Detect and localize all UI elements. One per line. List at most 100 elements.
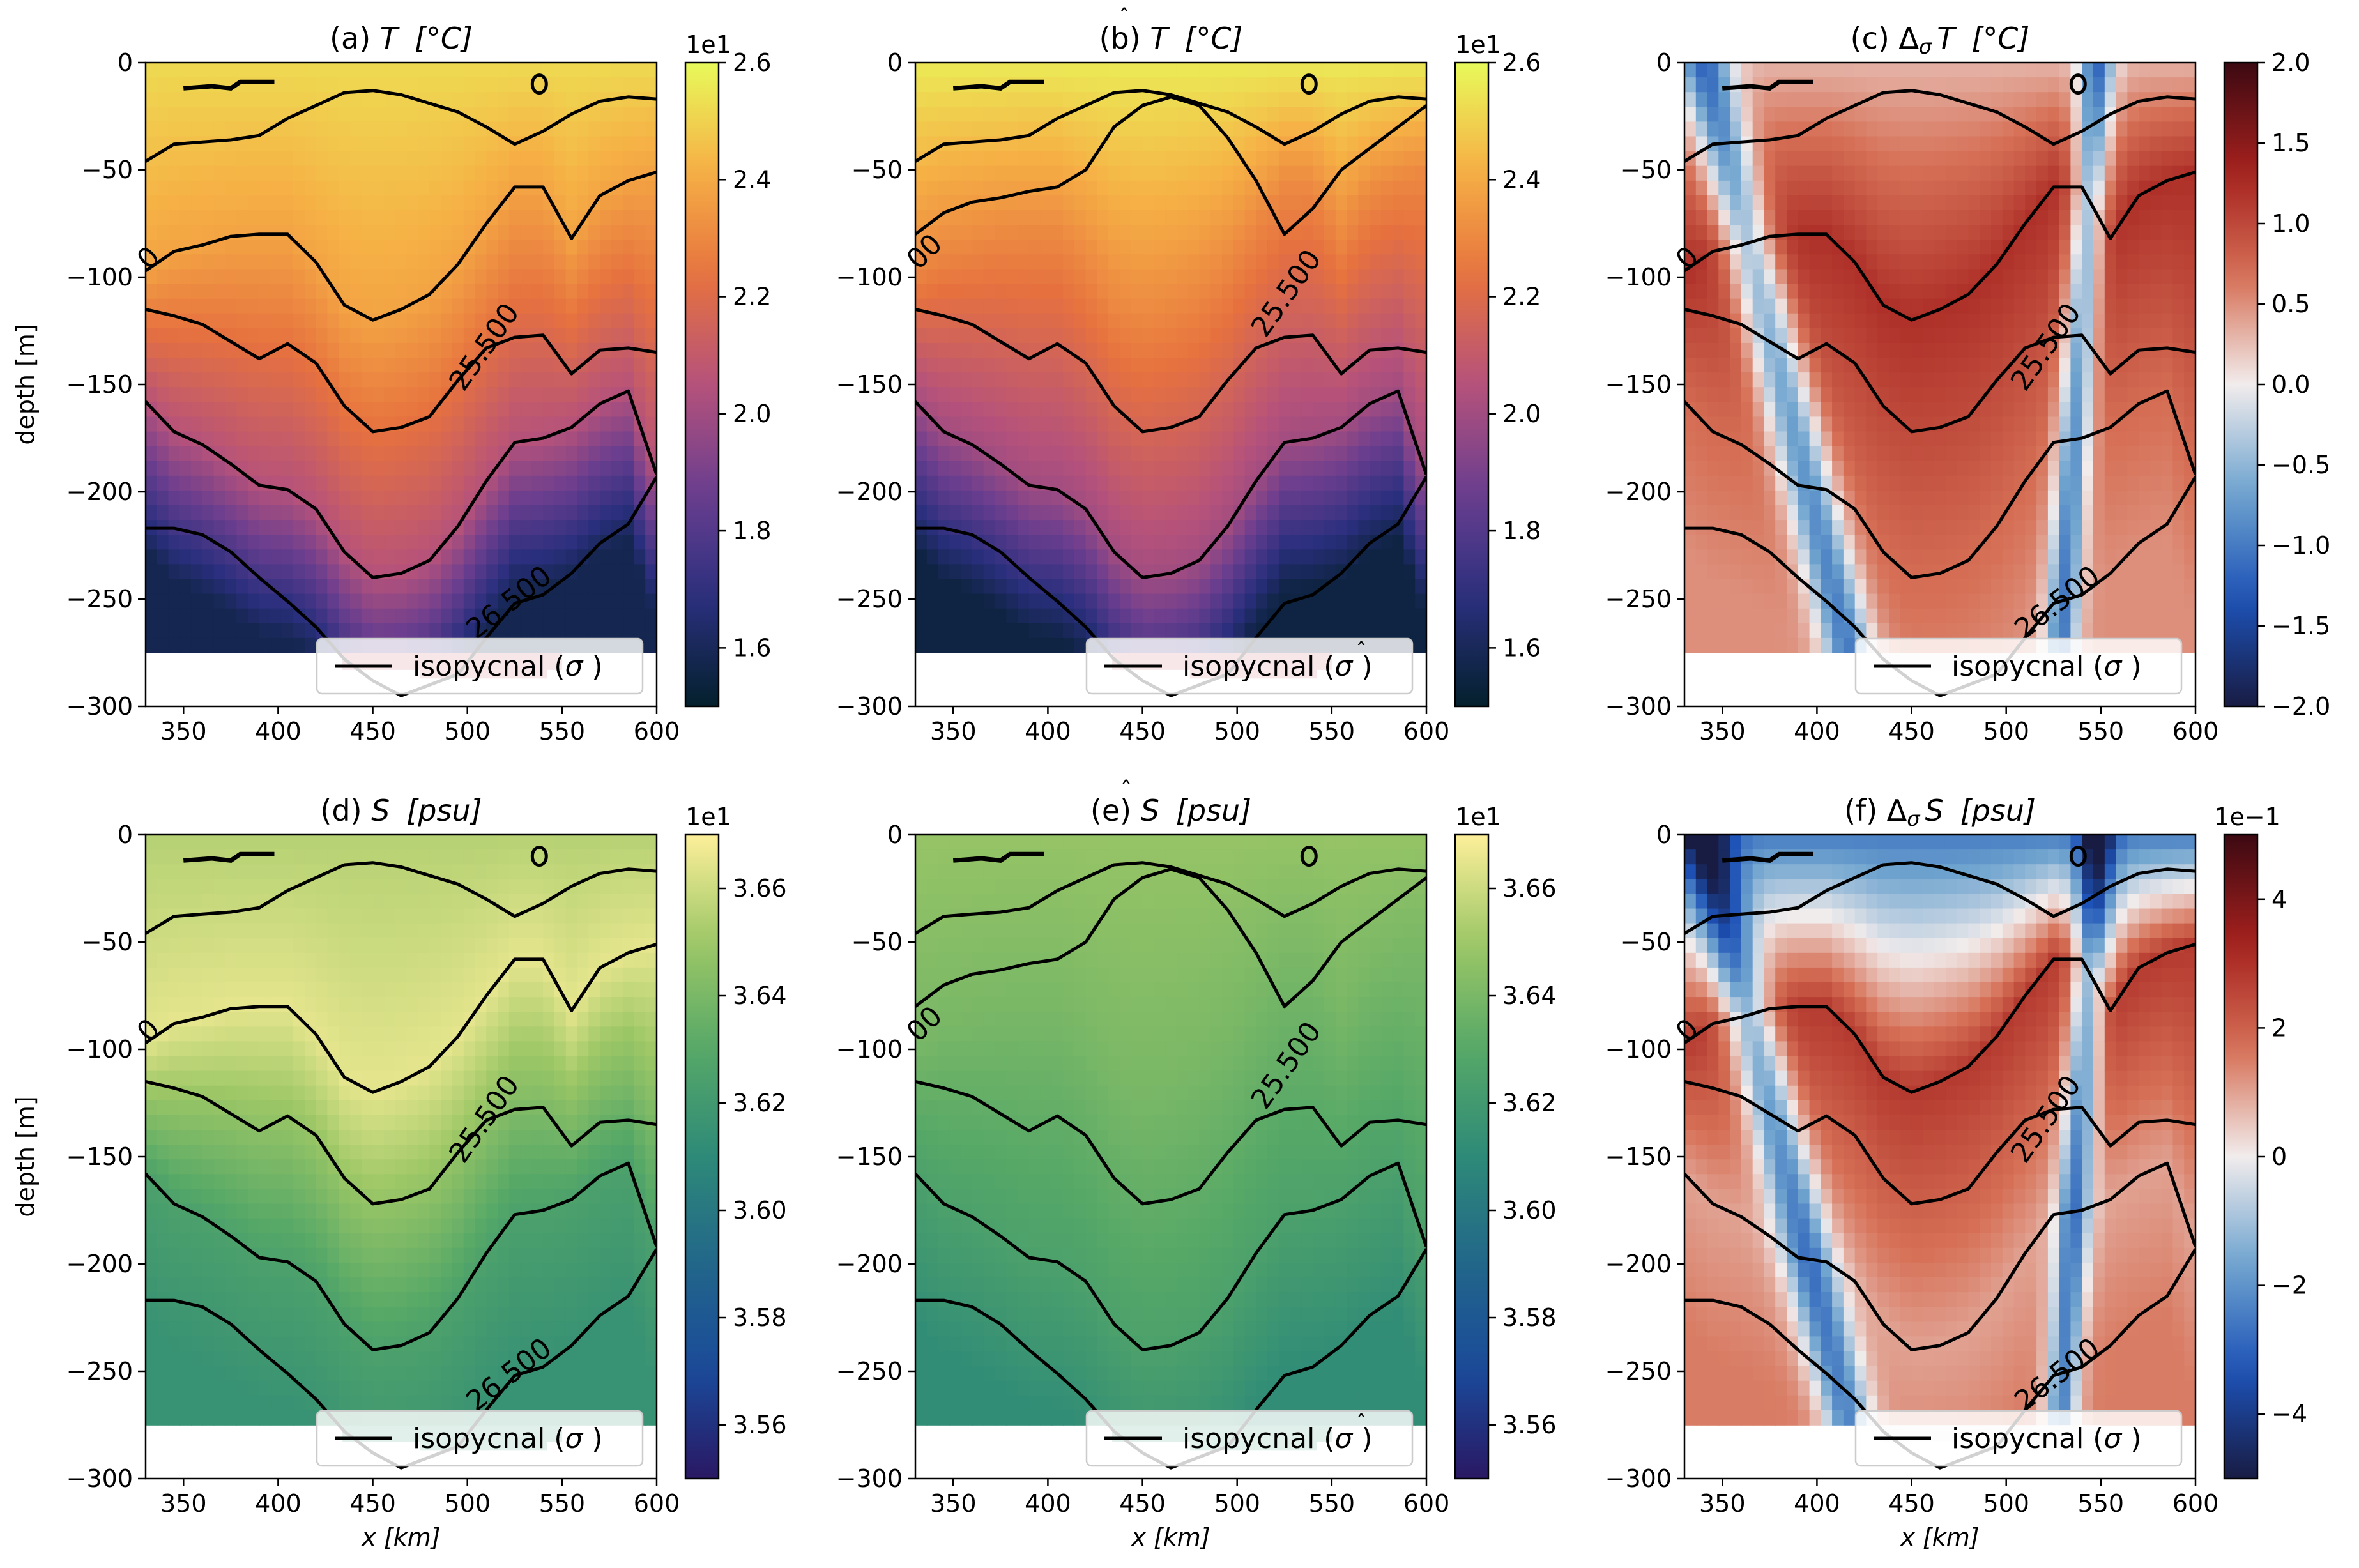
- heatmap-cell: [339, 402, 351, 418]
- heatmap-cell: [339, 77, 351, 93]
- heatmap-cell: [168, 165, 181, 181]
- heatmap-cell: [1832, 549, 1844, 565]
- heatmap-cell: [157, 165, 169, 181]
- heatmap-cell: [565, 195, 578, 211]
- heatmap-a: [146, 63, 657, 679]
- heatmap-cell: [1764, 342, 1776, 358]
- heatmap-cell: [1707, 151, 1720, 167]
- heatmap-cell: [1392, 136, 1405, 152]
- heatmap-cell: [452, 63, 464, 78]
- heatmap-cell: [316, 608, 328, 624]
- heatmap-cell: [1415, 387, 1426, 403]
- heatmap-cell: [2002, 416, 2015, 432]
- heatmap-cell: [1775, 313, 1787, 329]
- heatmap-cell: [1684, 490, 1697, 506]
- heatmap-cell: [350, 535, 362, 551]
- heatmap-cell: [972, 269, 984, 285]
- heatmap-cell: [441, 475, 453, 491]
- heatmap-cell: [1821, 210, 1833, 225]
- heatmap-cell: [1335, 342, 1348, 358]
- heatmap-cell: [179, 225, 192, 240]
- heatmap-cell: [1798, 387, 1810, 403]
- heatmap-cell: [1809, 298, 1822, 314]
- heatmap-cell: [1358, 416, 1370, 432]
- heatmap-cell: [202, 520, 215, 535]
- heatmap-cell: [1222, 358, 1234, 373]
- heatmap-cell: [995, 180, 1007, 196]
- heatmap-cell: [1968, 107, 1980, 123]
- heatmap-cell: [1018, 313, 1030, 329]
- heatmap-cell: [1821, 608, 1833, 624]
- heatmap-cell: [577, 579, 590, 595]
- heatmap-cell: [1199, 593, 1211, 609]
- heatmap-cell: [1991, 475, 2003, 491]
- heatmap-cell: [1889, 461, 1901, 476]
- heatmap-cell: [1707, 77, 1720, 93]
- heatmap-cell: [972, 121, 984, 137]
- heatmap-cell: [1809, 593, 1822, 609]
- heatmap-cell: [1911, 431, 1924, 447]
- heatmap-cell: [236, 416, 248, 432]
- heatmap-cell: [1131, 195, 1143, 211]
- x-tick-label: 500: [444, 717, 491, 745]
- heatmap-cell: [1707, 225, 1720, 240]
- colorbar-tick-label: 2.0: [733, 400, 771, 428]
- heatmap-cell: [1991, 284, 2003, 300]
- heatmap-cell: [2013, 461, 2026, 476]
- heatmap-cell: [1980, 475, 1992, 491]
- heatmap-cell: [1911, 180, 1924, 196]
- heatmap-cell: [498, 579, 510, 595]
- heatmap-cell: [384, 121, 396, 137]
- heatmap-cell: [1324, 387, 1336, 403]
- heatmap-cell: [2036, 490, 2049, 506]
- heatmap-cell: [611, 579, 623, 595]
- heatmap-cell: [1764, 387, 1776, 403]
- heatmap-cell: [316, 180, 328, 196]
- heatmap-cell: [1176, 298, 1189, 314]
- heatmap-cell: [361, 372, 374, 388]
- heatmap-cell: [157, 284, 169, 300]
- heatmap-cell: [1392, 608, 1405, 624]
- heatmap-cell: [577, 387, 590, 403]
- heatmap-cell: [1347, 180, 1359, 196]
- heatmap-cell: [179, 107, 192, 123]
- heatmap-cell: [520, 549, 533, 565]
- heatmap-cell: [282, 313, 294, 329]
- heatmap-cell: [486, 505, 498, 521]
- heatmap-cell: [1798, 358, 1810, 373]
- heatmap-cell: [983, 520, 996, 535]
- heatmap-cell: [1403, 520, 1416, 535]
- heatmap-cell: [1199, 77, 1211, 93]
- heatmap-cell: [1085, 107, 1098, 123]
- heatmap-cell: [270, 358, 283, 373]
- heatmap-cell: [202, 358, 215, 373]
- heatmap-cell: [1741, 107, 1753, 123]
- heatmap-cell: [1120, 490, 1132, 506]
- heatmap-cell: [938, 505, 950, 521]
- heatmap-cell: [1370, 358, 1382, 373]
- heatmap-cell: [926, 121, 939, 137]
- heatmap-cell: [1120, 505, 1132, 521]
- heatmap-cell: [304, 342, 317, 358]
- heatmap-cell: [304, 372, 317, 388]
- heatmap-cell: [1040, 269, 1053, 285]
- heatmap-cell: [1923, 328, 1935, 344]
- heatmap-cell: [418, 358, 431, 373]
- heatmap-cell: [327, 623, 339, 639]
- heatmap-cell: [1832, 313, 1844, 329]
- heatmap-cell: [1798, 77, 1810, 93]
- heatmap-cell: [1222, 402, 1234, 418]
- heatmap-cell: [168, 372, 181, 388]
- heatmap-cell: [1176, 121, 1189, 137]
- heatmap-cell: [475, 358, 487, 373]
- heatmap-cell: [1741, 328, 1753, 344]
- heatmap-cell: [1843, 461, 1856, 476]
- heatmap-cell: [418, 623, 431, 639]
- colorbar-tick-label: 1.6: [733, 634, 771, 662]
- heatmap-cell: [1392, 446, 1405, 462]
- heatmap-cell: [1866, 151, 1878, 167]
- heatmap-cell: [316, 313, 328, 329]
- heatmap-cell: [361, 298, 374, 314]
- heatmap-cell: [645, 210, 657, 225]
